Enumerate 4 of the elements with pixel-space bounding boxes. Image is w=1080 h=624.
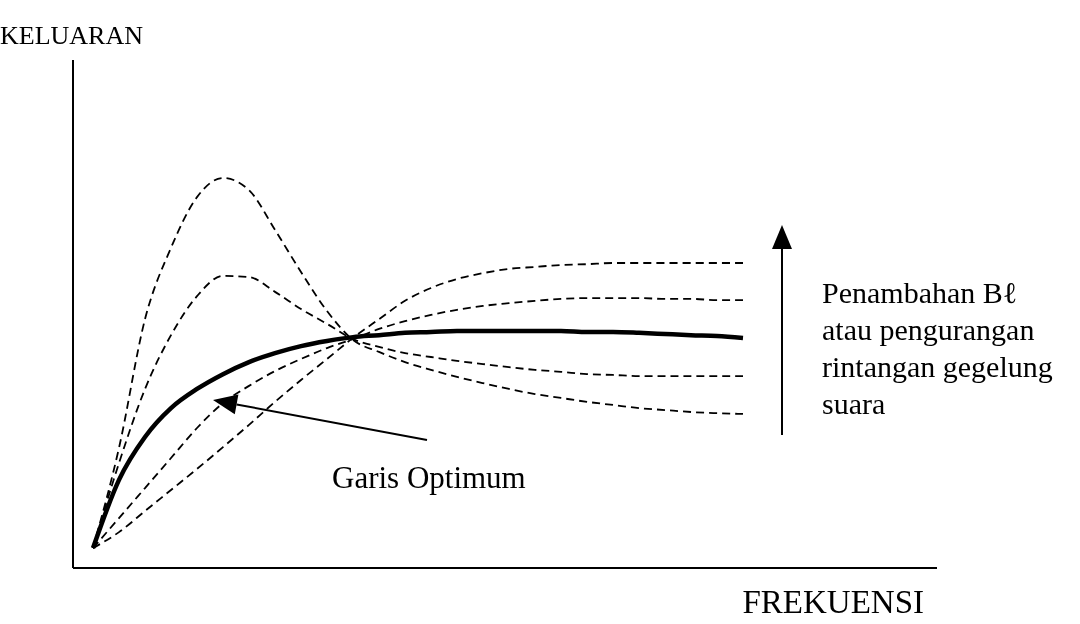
annotation: Garis Optimum [332, 460, 526, 495]
x-axis-title: FREKUENSI [742, 584, 924, 620]
y-axis-title: KELUARAN [0, 21, 144, 50]
text: Penambahan Bℓ atau pengurangan rintangan gegelung suara [822, 276, 1053, 420]
